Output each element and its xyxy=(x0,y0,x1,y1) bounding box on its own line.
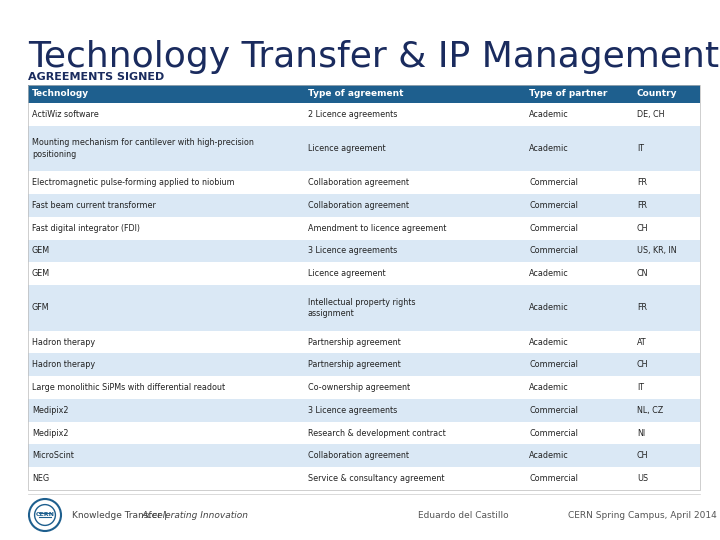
Text: 3 Licence agreements: 3 Licence agreements xyxy=(307,246,397,255)
Text: Academic: Academic xyxy=(529,269,569,278)
Bar xyxy=(28,194,700,217)
Bar xyxy=(28,330,700,353)
Text: Co-ownership agreement: Co-ownership agreement xyxy=(307,383,410,392)
Text: Commercial: Commercial xyxy=(529,406,578,415)
Text: Partnership agreement: Partnership agreement xyxy=(307,338,400,347)
Bar xyxy=(28,171,700,194)
Text: US: US xyxy=(636,474,648,483)
Text: Research & development contract: Research & development contract xyxy=(307,429,445,437)
Text: Mounting mechanism for cantilever with high-precision
positioning: Mounting mechanism for cantilever with h… xyxy=(32,138,254,159)
Bar xyxy=(28,85,700,103)
Text: CERN Spring Campus, April 2014: CERN Spring Campus, April 2014 xyxy=(568,510,716,519)
Bar xyxy=(28,376,700,399)
Text: GEM: GEM xyxy=(32,269,50,278)
Text: Academic: Academic xyxy=(529,338,569,347)
Bar xyxy=(28,467,700,490)
Text: Licence agreement: Licence agreement xyxy=(307,269,385,278)
Text: US, KR, IN: US, KR, IN xyxy=(636,246,676,255)
Text: Hadron therapy: Hadron therapy xyxy=(32,360,95,369)
Text: Commercial: Commercial xyxy=(529,178,578,187)
Bar xyxy=(28,217,700,240)
Text: CERN: CERN xyxy=(35,512,55,517)
Text: Country: Country xyxy=(636,90,678,98)
Text: Accelerating Innovation: Accelerating Innovation xyxy=(141,510,248,519)
Text: FR: FR xyxy=(636,303,647,312)
Bar xyxy=(28,422,700,444)
Text: Large monolithic SiPMs with differential readout: Large monolithic SiPMs with differential… xyxy=(32,383,225,392)
Text: GEM: GEM xyxy=(32,246,50,255)
Text: Intellectual property rights
assignment: Intellectual property rights assignment xyxy=(307,298,415,318)
Text: FR: FR xyxy=(636,178,647,187)
Text: CN: CN xyxy=(636,269,648,278)
Text: Hadron therapy: Hadron therapy xyxy=(32,338,95,347)
Text: Commercial: Commercial xyxy=(529,246,578,255)
Text: Fast beam current transformer: Fast beam current transformer xyxy=(32,201,156,210)
Text: Medipix2: Medipix2 xyxy=(32,406,68,415)
Bar xyxy=(28,85,700,490)
Text: 2 Licence agreements: 2 Licence agreements xyxy=(307,110,397,119)
Text: CH: CH xyxy=(636,224,648,233)
Text: ActiWiz software: ActiWiz software xyxy=(32,110,99,119)
Text: MicroScint: MicroScint xyxy=(32,451,74,461)
Text: Fast digital integrator (FDI): Fast digital integrator (FDI) xyxy=(32,224,140,233)
Text: 3 Licence agreements: 3 Licence agreements xyxy=(307,406,397,415)
Text: Service & consultancy agreement: Service & consultancy agreement xyxy=(307,474,444,483)
Text: Collaboration agreement: Collaboration agreement xyxy=(307,451,408,461)
Text: Commercial: Commercial xyxy=(529,201,578,210)
Bar xyxy=(28,353,700,376)
Text: Commercial: Commercial xyxy=(529,474,578,483)
Text: Academic: Academic xyxy=(529,383,569,392)
Bar xyxy=(28,444,700,467)
Bar xyxy=(28,240,700,262)
Text: Collaboration agreement: Collaboration agreement xyxy=(307,178,408,187)
Text: Type of agreement: Type of agreement xyxy=(307,90,403,98)
Text: Amendment to licence agreement: Amendment to licence agreement xyxy=(307,224,446,233)
Text: Academic: Academic xyxy=(529,303,569,312)
Text: Partnership agreement: Partnership agreement xyxy=(307,360,400,369)
Text: Academic: Academic xyxy=(529,144,569,153)
Text: CH: CH xyxy=(636,451,648,461)
Text: CH: CH xyxy=(636,360,648,369)
Text: Licence agreement: Licence agreement xyxy=(307,144,385,153)
Text: AT: AT xyxy=(636,338,647,347)
Text: Knowledge Transfer |: Knowledge Transfer | xyxy=(72,510,170,519)
Text: NEG: NEG xyxy=(32,474,49,483)
Bar xyxy=(28,262,700,285)
Text: Eduardo del Castillo: Eduardo del Castillo xyxy=(418,510,508,519)
Bar xyxy=(28,103,700,126)
Text: Academic: Academic xyxy=(529,451,569,461)
Text: Commercial: Commercial xyxy=(529,224,578,233)
Text: GFM: GFM xyxy=(32,303,50,312)
Text: NI: NI xyxy=(636,429,645,437)
Text: NL, CZ: NL, CZ xyxy=(636,406,663,415)
Text: Collaboration agreement: Collaboration agreement xyxy=(307,201,408,210)
Text: Commercial: Commercial xyxy=(529,360,578,369)
Text: Type of partner: Type of partner xyxy=(529,90,608,98)
Text: AGREEMENTS SIGNED: AGREEMENTS SIGNED xyxy=(28,72,164,82)
Text: Medipix2: Medipix2 xyxy=(32,429,68,437)
Text: IT: IT xyxy=(636,383,644,392)
Bar xyxy=(28,126,700,171)
Text: Technology: Technology xyxy=(32,90,89,98)
Text: DE, CH: DE, CH xyxy=(636,110,665,119)
Text: Technology Transfer & IP Management: Technology Transfer & IP Management xyxy=(28,40,719,74)
Text: Electromagnetic pulse-forming applied to niobium: Electromagnetic pulse-forming applied to… xyxy=(32,178,235,187)
Bar xyxy=(28,285,700,330)
Bar xyxy=(28,399,700,422)
Text: Academic: Academic xyxy=(529,110,569,119)
Text: FR: FR xyxy=(636,201,647,210)
Text: Commercial: Commercial xyxy=(529,429,578,437)
Text: IT: IT xyxy=(636,144,644,153)
